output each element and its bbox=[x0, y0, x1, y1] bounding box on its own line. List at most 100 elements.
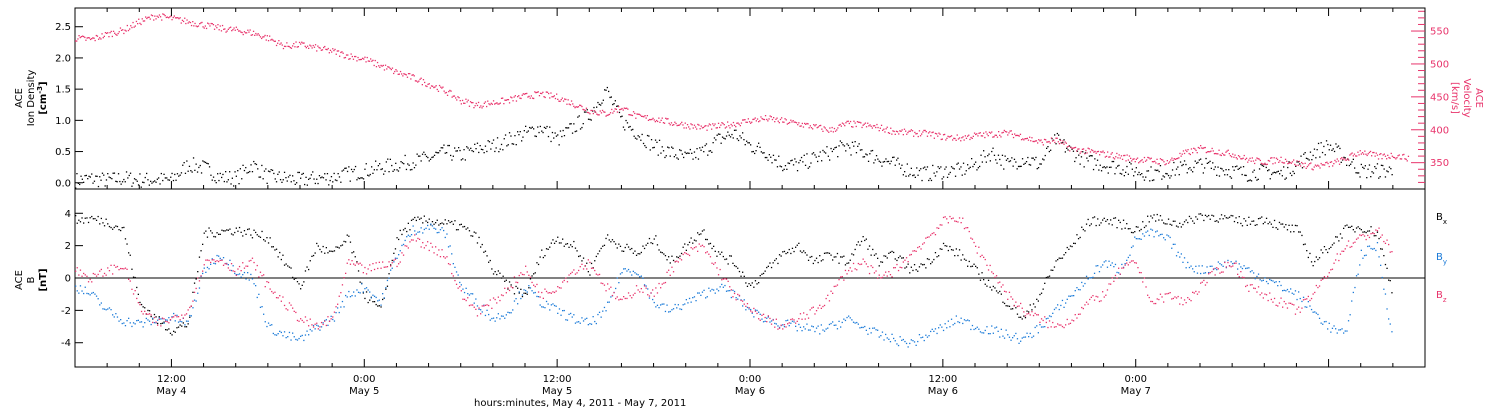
bx-point bbox=[526, 293, 528, 295]
velocity-point bbox=[403, 73, 405, 75]
by-point bbox=[1074, 290, 1076, 292]
by-point bbox=[893, 337, 895, 340]
by-point bbox=[991, 325, 993, 327]
density-point bbox=[625, 119, 627, 122]
bx-point bbox=[467, 227, 469, 229]
by-point bbox=[423, 228, 425, 231]
density-point bbox=[779, 165, 781, 167]
velocity-point bbox=[992, 136, 994, 138]
bz-point bbox=[110, 264, 112, 266]
bx-point bbox=[542, 256, 544, 259]
density-point bbox=[482, 149, 484, 151]
density-point bbox=[976, 169, 978, 171]
velocity-point bbox=[752, 118, 754, 121]
density-point bbox=[898, 163, 900, 165]
velocity-point bbox=[75, 40, 77, 42]
by-point bbox=[1057, 304, 1059, 306]
velocity-point bbox=[487, 100, 489, 102]
velocity-point bbox=[155, 18, 157, 20]
density-point bbox=[285, 177, 287, 179]
bz-point bbox=[991, 271, 993, 273]
bx-point bbox=[669, 262, 671, 264]
bz-point bbox=[439, 256, 442, 258]
density-point bbox=[657, 154, 659, 156]
by-point bbox=[888, 338, 890, 340]
bx-point bbox=[1113, 217, 1115, 219]
by-point bbox=[666, 304, 668, 306]
bz-point bbox=[891, 276, 893, 278]
velocity-point bbox=[838, 124, 840, 126]
density-point bbox=[277, 173, 279, 175]
by-point bbox=[304, 334, 307, 336]
density-point bbox=[1370, 176, 1372, 178]
velocity-point bbox=[567, 99, 569, 101]
velocity-point bbox=[1336, 158, 1338, 160]
bz-point bbox=[923, 242, 925, 244]
velocity-point bbox=[145, 16, 147, 18]
bz-point bbox=[165, 320, 167, 322]
velocity-point bbox=[1149, 158, 1151, 160]
velocity-point bbox=[769, 115, 771, 117]
by-point bbox=[949, 326, 951, 328]
legend-base: B bbox=[1436, 212, 1443, 223]
velocity-point bbox=[975, 133, 977, 136]
bx-point bbox=[100, 217, 102, 220]
velocity-point bbox=[293, 43, 295, 45]
bz-point bbox=[632, 294, 634, 296]
by-point bbox=[229, 259, 231, 261]
density-point bbox=[640, 139, 642, 141]
density-point bbox=[1225, 169, 1227, 171]
velocity-point bbox=[373, 64, 375, 67]
by-point bbox=[1372, 248, 1374, 250]
bx-point bbox=[856, 244, 858, 246]
by-point bbox=[444, 236, 446, 239]
by-point bbox=[92, 291, 94, 294]
density-point bbox=[250, 164, 252, 166]
density-point bbox=[875, 155, 878, 157]
density-point bbox=[692, 158, 694, 160]
velocity-point bbox=[119, 27, 122, 29]
density-point bbox=[490, 148, 492, 150]
bz-point bbox=[1282, 306, 1284, 308]
bz-point bbox=[274, 291, 276, 293]
bz-point bbox=[823, 304, 826, 307]
bx-point bbox=[287, 265, 289, 267]
bz-point bbox=[586, 268, 588, 270]
bz-point bbox=[581, 263, 583, 265]
density-point bbox=[1192, 171, 1194, 173]
density-point bbox=[361, 177, 363, 179]
velocity-point bbox=[95, 34, 97, 37]
by-point bbox=[195, 300, 197, 302]
bx-point bbox=[431, 221, 434, 223]
bx-point bbox=[1240, 222, 1242, 225]
bz-point bbox=[213, 259, 215, 261]
velocity-point bbox=[201, 21, 203, 24]
density-point bbox=[522, 136, 524, 138]
density-point bbox=[217, 173, 219, 175]
by-point bbox=[913, 341, 916, 343]
velocity-point bbox=[1035, 140, 1038, 142]
density-point bbox=[763, 152, 765, 154]
bz-point bbox=[774, 326, 776, 328]
bx-point bbox=[544, 255, 546, 257]
density-point bbox=[341, 170, 343, 172]
bz-point bbox=[822, 305, 824, 308]
velocity-point bbox=[440, 86, 442, 88]
bz-point bbox=[558, 287, 561, 289]
bz-point bbox=[247, 265, 249, 267]
bx-point bbox=[457, 229, 459, 231]
bz-point bbox=[136, 297, 138, 300]
bz-point bbox=[430, 242, 432, 244]
density-point bbox=[486, 150, 488, 153]
velocity-point bbox=[1349, 154, 1351, 156]
by-point bbox=[701, 291, 704, 293]
density-point bbox=[214, 180, 216, 182]
bx-point bbox=[819, 255, 821, 257]
by-point bbox=[1106, 266, 1109, 268]
velocity-point bbox=[941, 138, 943, 140]
bx-point bbox=[311, 255, 313, 257]
density-point bbox=[695, 156, 697, 159]
density-point bbox=[1036, 168, 1038, 170]
velocity-point bbox=[675, 122, 677, 125]
by-point bbox=[1232, 263, 1234, 265]
